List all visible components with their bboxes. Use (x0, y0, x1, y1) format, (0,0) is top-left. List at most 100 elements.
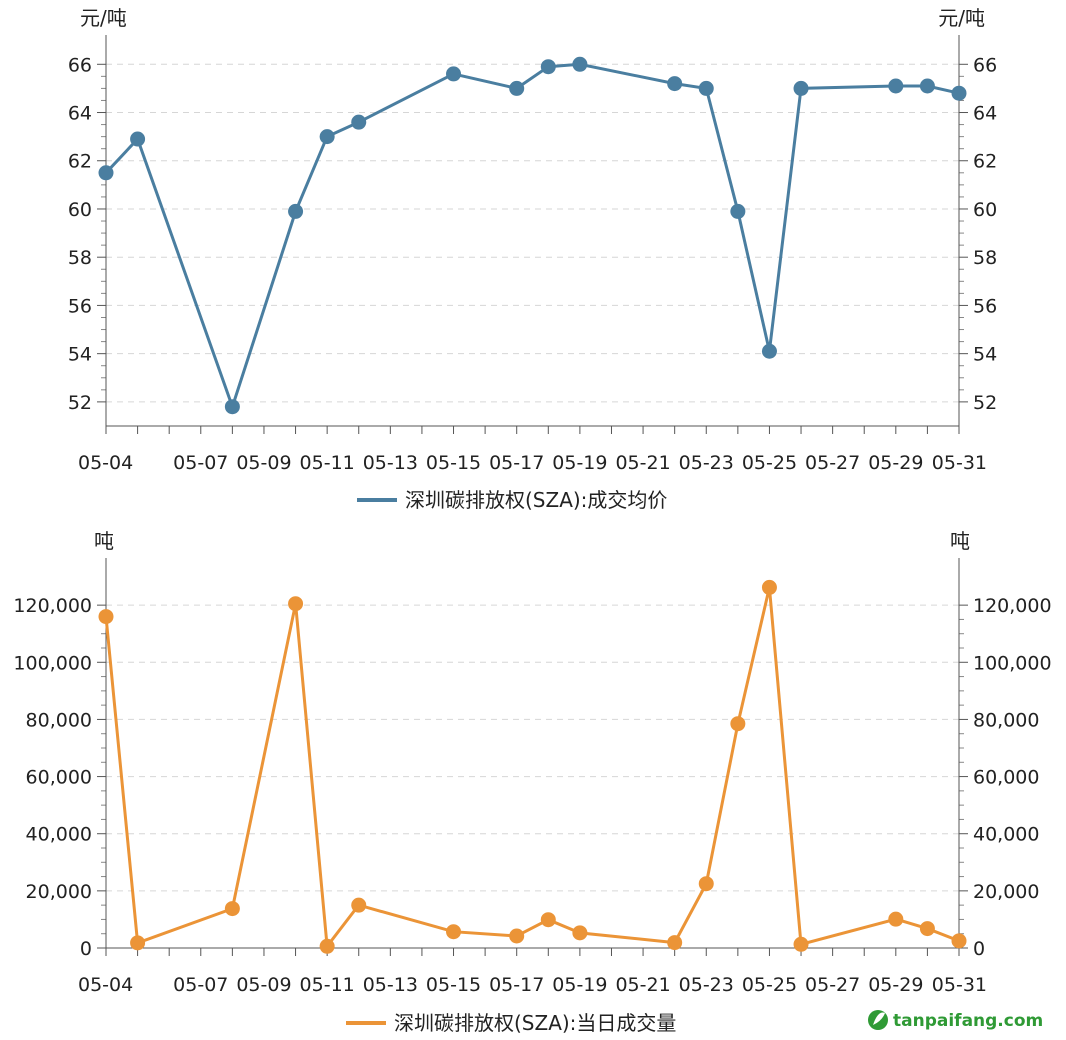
price-x-tick-label: 05-09 (236, 452, 291, 474)
price-y-tick-label: 62 (973, 151, 997, 173)
leaf-logo-icon (868, 1010, 888, 1030)
price-gridlines (106, 63, 959, 403)
volume-legend[interactable]: 深圳碳排放权(SZA):当日成交量 (346, 1011, 676, 1035)
price-x-tick-label: 05-23 (679, 452, 734, 474)
price-y-tick-label: 52 (973, 392, 997, 414)
price-data-point[interactable] (730, 203, 746, 219)
volume-data-point[interactable] (730, 716, 746, 732)
volume-data-point[interactable] (288, 596, 304, 612)
volume-data-point[interactable] (509, 928, 525, 944)
volume-y-tick-label: 40,000 (973, 824, 1039, 846)
volume-data-point[interactable] (761, 579, 777, 595)
volume-y-tick-label: 120,000 (13, 595, 92, 617)
volume-data-point[interactable] (540, 912, 556, 928)
price-y-tick-label: 54 (973, 344, 997, 366)
volume-data-point[interactable] (98, 609, 114, 625)
volume-x-tick-label: 05-21 (615, 974, 670, 996)
price-y-tick-label: 60 (973, 199, 997, 221)
price-y-tick-label: 64 (68, 103, 92, 125)
price-x-tick-labels: 05-04 05-07 05-09 05-11 05-13 05-15 05-17 05-19… (78, 452, 987, 474)
price-x-tick-label: 05-07 (173, 452, 228, 474)
watermark-text: tanpaifang.com (893, 1011, 1043, 1031)
price-data-point[interactable] (793, 80, 809, 96)
volume-unit-right: 吨 (950, 529, 970, 553)
volume-x-tick-label: 05-27 (805, 974, 860, 996)
volume-y-tick-label: 100,000 (973, 652, 1052, 674)
volume-data-point[interactable] (698, 876, 714, 892)
price-y-tick-label: 56 (68, 295, 92, 317)
price-data-point[interactable] (951, 85, 967, 101)
volume-x-tick-label: 05-23 (679, 974, 734, 996)
price-data-point[interactable] (698, 80, 714, 96)
volume-data-point[interactable] (951, 933, 967, 949)
price-data-point[interactable] (130, 131, 146, 147)
price-data-point[interactable] (919, 78, 935, 94)
price-data-point[interactable] (667, 76, 683, 92)
volume-data-point[interactable] (919, 921, 935, 937)
price-y-tick-label: 52 (68, 392, 92, 414)
price-legend[interactable]: 深圳碳排放权(SZA):成交均价 (357, 488, 667, 512)
volume-y-tick-label: 100,000 (13, 652, 92, 674)
price-y-tick-label: 60 (68, 199, 92, 221)
volume-axes (97, 558, 968, 956)
volume-y-tick-label: 80,000 (26, 709, 92, 731)
price-x-tick-label: 05-17 (489, 452, 544, 474)
price-x-tick-label: 05-19 (552, 452, 607, 474)
price-chart: 05-04 05-07 05-09 05-11 05-13 05-15 05-17 05-19… (68, 6, 997, 512)
volume-data-point[interactable] (446, 924, 462, 940)
volume-data-point[interactable] (793, 936, 809, 952)
volume-y-tick-label: 20,000 (973, 881, 1039, 903)
price-y-tick-labels-left: 52 54 56 58 60 62 64 66 (68, 54, 92, 414)
price-data-point[interactable] (288, 203, 304, 219)
price-axes (97, 35, 968, 434)
volume-x-tick-label: 05-19 (552, 974, 607, 996)
price-y-tick-label: 56 (973, 295, 997, 317)
price-y-tick-label: 64 (973, 103, 997, 125)
price-x-tick-label: 05-27 (805, 452, 860, 474)
volume-data-point[interactable] (888, 911, 904, 927)
volume-legend-label: 深圳碳排放权(SZA):当日成交量 (394, 1011, 676, 1035)
volume-x-tick-label: 05-09 (236, 974, 291, 996)
volume-y-tick-label: 80,000 (973, 709, 1039, 731)
volume-x-tick-label: 05-17 (489, 974, 544, 996)
price-data-point[interactable] (888, 78, 904, 94)
price-data-point[interactable] (224, 399, 240, 415)
volume-series-points (98, 579, 967, 954)
price-unit-right: 元/吨 (938, 6, 985, 30)
volume-y-tick-label: 60,000 (973, 767, 1039, 789)
volume-y-tick-label: 60,000 (26, 767, 92, 789)
price-data-point[interactable] (319, 129, 335, 145)
price-data-point[interactable] (446, 66, 462, 82)
price-data-point[interactable] (540, 59, 556, 75)
volume-series-line (104, 587, 960, 951)
volume-y-tick-labels-right: 0 20,000 40,000 60,000 80,000 100,000 120,000 (973, 595, 1052, 960)
volume-data-point[interactable] (351, 897, 367, 913)
price-x-tick-label: 05-13 (363, 452, 418, 474)
price-data-point[interactable] (761, 343, 777, 359)
volume-x-tick-label: 05-25 (742, 974, 797, 996)
volume-data-point[interactable] (572, 925, 588, 941)
volume-y-tick-label: 0 (80, 938, 92, 960)
volume-y-tick-labels-left: 0 20,000 40,000 60,000 80,000 100,000 120,000 (13, 595, 92, 960)
volume-y-tick-label: 40,000 (26, 824, 92, 846)
price-legend-label: 深圳碳排放权(SZA):成交均价 (405, 488, 667, 512)
volume-x-tick-label: 05-29 (868, 974, 923, 996)
price-data-point[interactable] (509, 80, 525, 96)
price-data-point[interactable] (572, 56, 588, 72)
price-x-tick-label: 05-21 (615, 452, 670, 474)
volume-data-point[interactable] (130, 935, 146, 951)
price-data-point[interactable] (98, 165, 114, 181)
volume-x-tick-label: 05-15 (426, 974, 481, 996)
price-x-tick-label: 05-25 (742, 452, 797, 474)
volume-chart: 05-04 05-07 05-09 05-11 05-13 05-15 05-17 05-19… (13, 529, 1051, 1035)
price-y-tick-labels-right: 52 54 56 58 60 62 64 66 (973, 54, 997, 414)
price-data-point[interactable] (351, 114, 367, 130)
volume-x-tick-label: 05-07 (173, 974, 228, 996)
price-y-tick-label: 58 (973, 247, 997, 269)
volume-data-point[interactable] (667, 935, 683, 951)
volume-y-tick-label: 120,000 (973, 595, 1052, 617)
volume-data-point[interactable] (224, 901, 240, 917)
volume-data-point[interactable] (319, 938, 335, 954)
watermark: tanpaifang.com (868, 1010, 1043, 1031)
